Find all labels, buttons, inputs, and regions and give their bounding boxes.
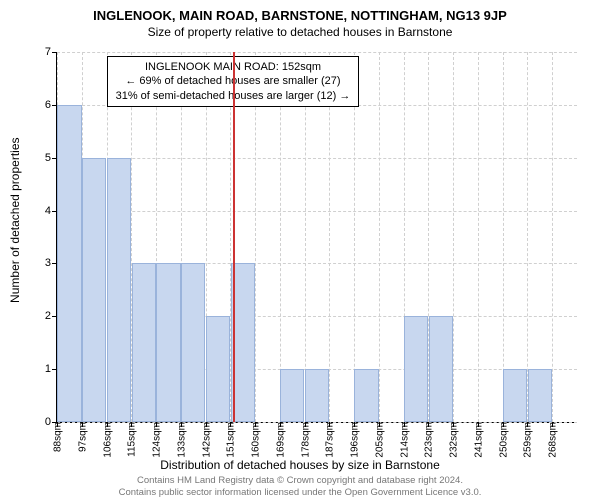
histogram-bar bbox=[305, 369, 329, 422]
chart-container: INGLENOOK, MAIN ROAD, BARNSTONE, NOTTING… bbox=[0, 0, 600, 500]
chart-footer: Contains HM Land Registry data © Crown c… bbox=[0, 475, 600, 498]
gridline-h bbox=[57, 158, 577, 159]
gridline-v bbox=[527, 52, 528, 422]
gridline-v bbox=[478, 52, 479, 422]
xtick-label: 160sqm bbox=[249, 422, 262, 458]
histogram-bar bbox=[156, 263, 180, 422]
xtick-label: 205sqm bbox=[372, 422, 385, 458]
xtick-label: 214sqm bbox=[397, 422, 410, 458]
xtick-label: 124sqm bbox=[150, 422, 163, 458]
xtick-label: 106sqm bbox=[100, 422, 113, 458]
xtick-label: 178sqm bbox=[298, 422, 311, 458]
xtick-label: 223sqm bbox=[422, 422, 435, 458]
histogram-bar bbox=[354, 369, 378, 422]
footer-line2: Contains public sector information licen… bbox=[0, 487, 600, 498]
ytick-label: 7 bbox=[45, 46, 57, 58]
ytick-label: 2 bbox=[45, 310, 57, 322]
histogram-bar bbox=[181, 263, 205, 422]
xtick-label: 196sqm bbox=[348, 422, 361, 458]
gridline-h bbox=[57, 211, 577, 212]
histogram-bar bbox=[206, 316, 230, 422]
histogram-bar bbox=[404, 316, 428, 422]
ytick-label: 4 bbox=[45, 205, 57, 217]
gridline-v bbox=[329, 52, 330, 422]
xtick-label: 88sqm bbox=[51, 422, 64, 452]
gridline-v bbox=[379, 52, 380, 422]
xtick-label: 250sqm bbox=[496, 422, 509, 458]
gridline-v bbox=[453, 52, 454, 422]
xtick-label: 142sqm bbox=[199, 422, 212, 458]
xtick-label: 169sqm bbox=[273, 422, 286, 458]
ytick-label: 1 bbox=[45, 363, 57, 375]
xtick-label: 232sqm bbox=[447, 422, 460, 458]
gridline-v bbox=[305, 52, 306, 422]
histogram-bar bbox=[528, 369, 552, 422]
xtick-label: 268sqm bbox=[546, 422, 559, 458]
histogram-bar bbox=[132, 263, 156, 422]
gridline-v bbox=[255, 52, 256, 422]
histogram-bar bbox=[57, 105, 81, 422]
plot-area: 0123456788sqm97sqm106sqm115sqm124sqm133s… bbox=[56, 52, 577, 423]
y-axis-label: Number of detached properties bbox=[8, 138, 22, 303]
xtick-label: 97sqm bbox=[75, 422, 88, 452]
xtick-label: 259sqm bbox=[521, 422, 534, 458]
histogram-bar bbox=[107, 158, 131, 422]
ytick-label: 5 bbox=[45, 152, 57, 164]
ytick-label: 3 bbox=[45, 257, 57, 269]
footer-line1: Contains HM Land Registry data © Crown c… bbox=[0, 475, 600, 486]
ytick-label: 6 bbox=[45, 99, 57, 111]
histogram-bar bbox=[503, 369, 527, 422]
gridline-h bbox=[57, 52, 577, 53]
histogram-bar bbox=[280, 369, 304, 422]
xtick-label: 241sqm bbox=[471, 422, 484, 458]
xtick-label: 187sqm bbox=[323, 422, 336, 458]
xtick-label: 115sqm bbox=[125, 422, 138, 457]
xtick-label: 133sqm bbox=[174, 422, 187, 458]
gridline-v bbox=[280, 52, 281, 422]
gridline-v bbox=[354, 52, 355, 422]
chart-title-main: INGLENOOK, MAIN ROAD, BARNSTONE, NOTTING… bbox=[0, 0, 600, 23]
gridline-v bbox=[552, 52, 553, 422]
chart-title-sub: Size of property relative to detached ho… bbox=[0, 23, 600, 39]
histogram-bar bbox=[429, 316, 453, 422]
x-axis-label: Distribution of detached houses by size … bbox=[0, 458, 600, 472]
xtick-label: 151sqm bbox=[224, 422, 237, 458]
gridline-v bbox=[503, 52, 504, 422]
histogram-bar bbox=[82, 158, 106, 422]
marker-line bbox=[233, 52, 235, 422]
